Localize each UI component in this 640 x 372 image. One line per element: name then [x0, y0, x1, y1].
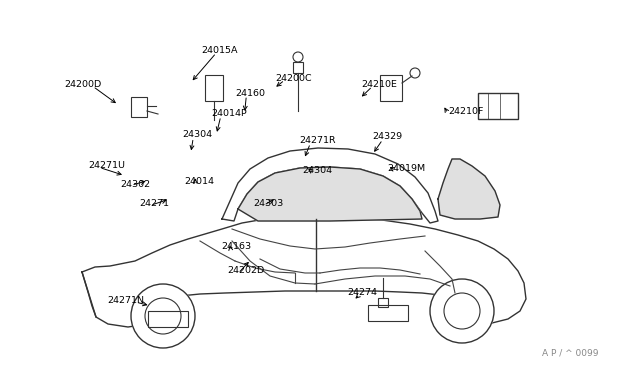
Text: 24303: 24303	[253, 199, 283, 208]
Text: 24271: 24271	[140, 199, 170, 208]
Text: 24210E: 24210E	[362, 80, 397, 89]
Text: 24271U: 24271U	[88, 161, 125, 170]
Bar	[378, 298, 388, 307]
Bar	[131, 97, 147, 117]
Text: 24274: 24274	[347, 288, 377, 296]
Text: 24304: 24304	[302, 166, 332, 175]
Circle shape	[430, 279, 494, 343]
Polygon shape	[222, 148, 438, 223]
Text: 24014: 24014	[184, 177, 214, 186]
Text: 24271N: 24271N	[108, 296, 145, 305]
Bar	[293, 62, 303, 73]
Text: 24200D: 24200D	[64, 80, 101, 89]
Text: 24304: 24304	[182, 130, 212, 139]
Text: 24302: 24302	[120, 180, 150, 189]
Text: 24210F: 24210F	[448, 107, 483, 116]
Circle shape	[131, 284, 195, 348]
Text: 24014P: 24014P	[211, 109, 247, 118]
Bar	[380, 75, 402, 101]
Text: 24019M: 24019M	[387, 164, 426, 173]
Text: 24200C: 24200C	[275, 74, 312, 83]
Text: 24163: 24163	[221, 242, 251, 251]
Text: 24015A: 24015A	[202, 46, 238, 55]
Bar	[148, 311, 188, 327]
Polygon shape	[82, 217, 526, 327]
Bar	[368, 305, 408, 321]
Text: 24329: 24329	[372, 132, 403, 141]
Text: 24160: 24160	[236, 89, 266, 98]
Bar	[478, 93, 518, 119]
Polygon shape	[238, 167, 422, 221]
Polygon shape	[438, 159, 500, 219]
Text: A P / ^ 0099: A P / ^ 0099	[541, 349, 598, 358]
Bar	[205, 75, 223, 101]
Text: 24271R: 24271R	[300, 136, 336, 145]
Text: 24202D: 24202D	[227, 266, 264, 275]
